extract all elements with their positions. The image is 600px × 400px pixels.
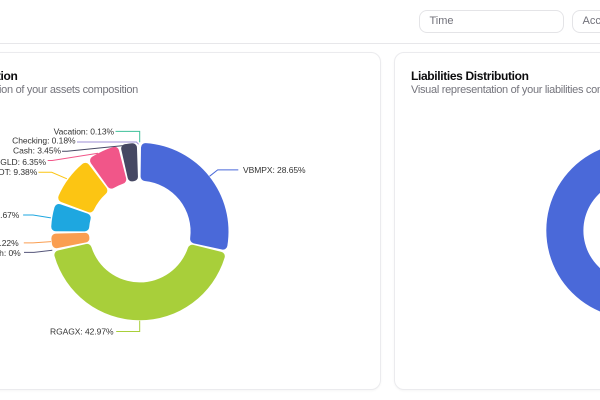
- svg-text:VMRXX: 3.22%: VMRXX: 3.22%: [0, 238, 19, 248]
- svg-text:Vacation: 0.13%: Vacation: 0.13%: [54, 126, 115, 136]
- svg-text:Roth: 0%: Roth: 0%: [0, 248, 21, 258]
- svg-text:RIOT: 9.38%: RIOT: 9.38%: [0, 167, 38, 177]
- svg-text:GLD: 6.35%: GLD: 6.35%: [0, 157, 46, 167]
- svg-text:RGAGX: 42.97%: RGAGX: 42.97%: [50, 326, 114, 336]
- svg-text:VTSAX: 5.67%: VTSAX: 5.67%: [0, 210, 20, 220]
- svg-text:Cash: 3.45%: Cash: 3.45%: [13, 146, 62, 156]
- svg-text:VBMPX: 28.65%: VBMPX: 28.65%: [243, 165, 306, 175]
- svg-text:Checking: 0.18%: Checking: 0.18%: [12, 135, 76, 145]
